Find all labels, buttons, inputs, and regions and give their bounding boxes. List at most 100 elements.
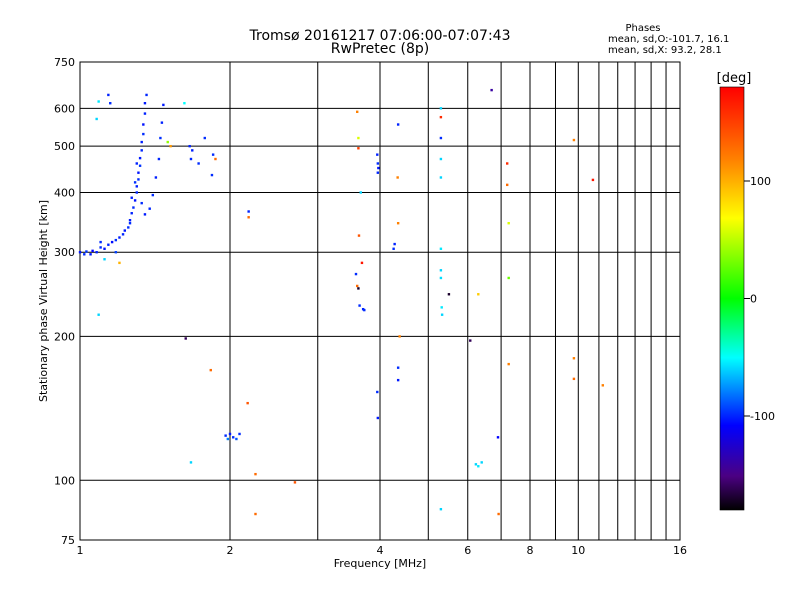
x-axis-label: Frequency [MHz] xyxy=(334,557,426,570)
data-point xyxy=(121,233,125,236)
data-point xyxy=(396,222,400,225)
data-point xyxy=(440,313,444,316)
data-point xyxy=(440,306,443,309)
data-point xyxy=(214,157,217,161)
data-point xyxy=(439,115,443,119)
grid-lines xyxy=(80,62,680,540)
data-point xyxy=(474,463,478,466)
data-point xyxy=(103,258,106,261)
x-tick-label: 1 xyxy=(77,544,84,557)
data-point xyxy=(162,103,165,107)
data-point xyxy=(132,206,135,209)
data-point xyxy=(137,178,140,181)
y-tick-label: 500 xyxy=(54,140,75,153)
data-point xyxy=(135,191,138,194)
data-point xyxy=(143,101,147,105)
data-point xyxy=(138,156,142,160)
data-point xyxy=(189,157,193,161)
data-point xyxy=(127,226,130,229)
data-point xyxy=(396,176,399,179)
data-point xyxy=(118,236,121,239)
colorbar-ticks: 100 0 -100 xyxy=(744,175,775,423)
colorbar-tick-label: 100 xyxy=(750,175,771,188)
data-point xyxy=(191,149,194,152)
data-point xyxy=(376,153,379,156)
data-point xyxy=(439,176,443,179)
data-point xyxy=(439,136,443,140)
data-point xyxy=(228,432,232,436)
data-point xyxy=(114,251,118,254)
data-point xyxy=(166,140,169,144)
data-point xyxy=(254,472,257,476)
data-point xyxy=(447,293,451,296)
x-tick-label: 8 xyxy=(527,544,534,557)
data-point xyxy=(238,432,241,436)
data-point xyxy=(393,242,396,246)
x-tick-label: 16 xyxy=(673,544,687,557)
data-point xyxy=(83,253,86,256)
data-points xyxy=(78,88,605,516)
data-point xyxy=(232,436,235,439)
data-point xyxy=(490,88,493,92)
data-point xyxy=(107,93,110,97)
x-tick-label: 2 xyxy=(227,544,234,557)
data-point xyxy=(159,136,162,140)
data-point xyxy=(591,178,595,182)
data-point xyxy=(140,149,143,152)
data-point xyxy=(89,253,92,256)
y-tick-label: 400 xyxy=(54,186,75,199)
data-point xyxy=(169,144,172,148)
data-point xyxy=(396,366,400,369)
colorbar-tick-label: -100 xyxy=(750,410,775,423)
data-point xyxy=(138,164,142,167)
data-point xyxy=(157,157,161,161)
data-point xyxy=(357,136,360,140)
phase-info-x: mean, sd,X: 93.2, 28.1 xyxy=(608,45,722,56)
data-point xyxy=(97,313,100,316)
data-point xyxy=(189,461,193,464)
data-point xyxy=(114,238,118,242)
data-point xyxy=(396,378,400,382)
data-point xyxy=(392,247,395,250)
data-point xyxy=(203,136,206,140)
data-point xyxy=(91,249,94,253)
data-point xyxy=(363,308,366,312)
data-point xyxy=(137,171,140,174)
data-point xyxy=(143,213,147,216)
y-axis-label: Stationary phase Virtual Height [km] xyxy=(37,200,50,402)
data-point xyxy=(505,183,509,187)
data-point xyxy=(148,207,151,210)
x-axis-ticks: 1 2 4 6 8 10 16 xyxy=(77,544,688,557)
data-point xyxy=(439,247,443,250)
data-point xyxy=(572,377,576,381)
data-point xyxy=(469,339,472,342)
y-tick-label: 300 xyxy=(54,246,75,259)
data-point xyxy=(572,357,576,360)
data-point xyxy=(505,162,509,165)
data-point xyxy=(376,416,380,420)
data-point xyxy=(439,269,443,272)
data-point xyxy=(110,240,114,244)
data-point xyxy=(128,219,132,222)
data-point xyxy=(85,250,88,253)
data-point xyxy=(376,162,380,165)
data-point xyxy=(354,272,358,276)
data-point xyxy=(97,100,100,103)
colorbar-tick-label: 0 xyxy=(750,293,757,306)
data-point xyxy=(293,481,297,484)
data-point xyxy=(142,123,145,126)
data-point xyxy=(396,123,400,126)
data-point xyxy=(572,138,576,142)
data-point xyxy=(188,144,191,148)
data-point xyxy=(151,193,155,197)
data-point xyxy=(507,222,510,225)
data-point xyxy=(377,166,380,170)
data-point xyxy=(376,171,380,174)
data-point xyxy=(477,293,480,296)
data-point xyxy=(184,337,187,340)
y-tick-label: 750 xyxy=(54,56,75,69)
data-point xyxy=(507,276,510,280)
phase-info-o: mean, sd,O:-101.7, 16.1 xyxy=(608,34,729,45)
data-point xyxy=(95,117,98,121)
